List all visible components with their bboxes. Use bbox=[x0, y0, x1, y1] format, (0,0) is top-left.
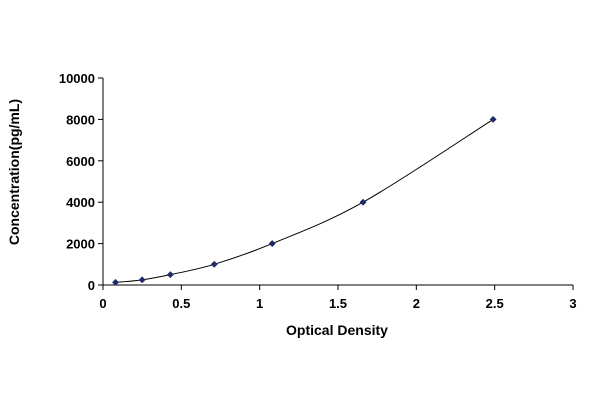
y-axis-title: Concentration(pg/mL) bbox=[6, 99, 22, 245]
data-point bbox=[138, 276, 146, 284]
x-axis-ticks: 0 0.5 1 1.5 2 2.5 3 bbox=[99, 285, 577, 311]
x-tick-label: 2.5 bbox=[486, 296, 504, 311]
y-tick-label: 8000 bbox=[66, 112, 95, 127]
data-points bbox=[111, 115, 497, 286]
data-point bbox=[111, 278, 120, 286]
x-tick-label: 3 bbox=[569, 296, 576, 311]
x-axis-title: Optical Density bbox=[286, 322, 388, 338]
data-point bbox=[268, 240, 276, 248]
y-tick-label: 0 bbox=[88, 278, 95, 293]
y-tick-label: 4000 bbox=[66, 195, 95, 210]
x-tick-label: 1 bbox=[256, 296, 263, 311]
x-tick-label: 1.5 bbox=[329, 296, 347, 311]
y-tick-label: 6000 bbox=[66, 154, 95, 169]
x-tick-label: 0 bbox=[99, 296, 106, 311]
y-tick-label: 2000 bbox=[66, 237, 95, 252]
data-point bbox=[359, 198, 367, 206]
plot-area: 0 2000 4000 6000 8000 10000 0 0.5 1 1.5 2 2.5 3 bbox=[59, 71, 577, 311]
data-point bbox=[166, 271, 174, 279]
y-tick-label: 10000 bbox=[59, 71, 95, 86]
x-tick-label: 0.5 bbox=[172, 296, 190, 311]
y-axis-ticks: 0 2000 4000 6000 8000 10000 bbox=[59, 71, 103, 293]
fit-curve-line bbox=[115, 118, 494, 283]
data-point bbox=[489, 115, 497, 123]
data-point bbox=[210, 260, 218, 268]
x-tick-label: 2 bbox=[413, 296, 420, 311]
